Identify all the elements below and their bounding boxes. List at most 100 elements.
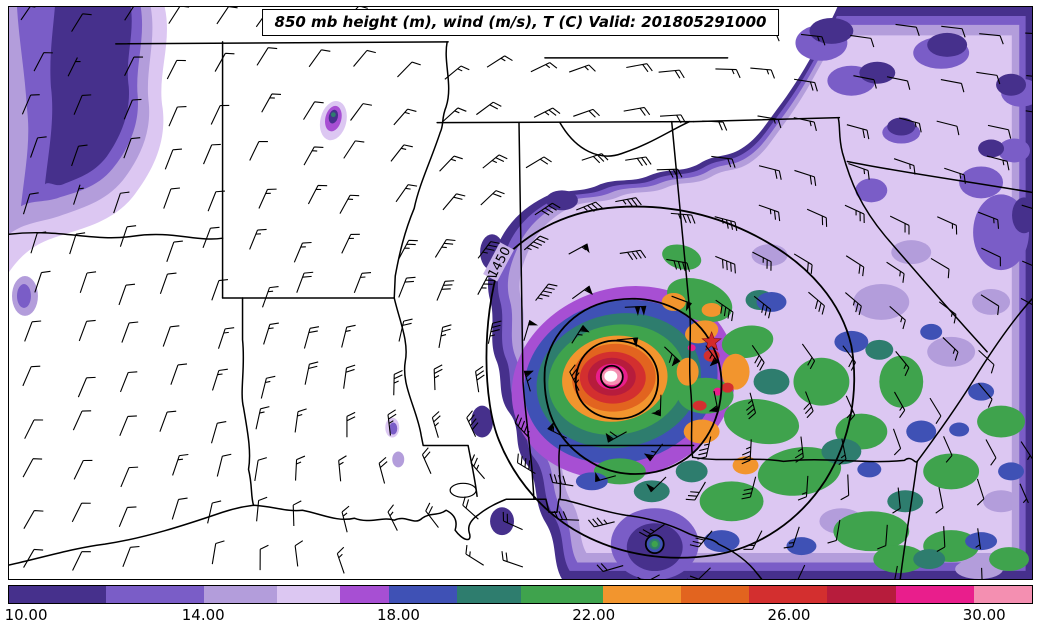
wind-barb [708, 390, 719, 413]
wind-barb [387, 504, 398, 531]
wind-barb [625, 156, 652, 167]
wind-barb [801, 343, 816, 370]
wind-barb [553, 510, 580, 521]
wind-barb [715, 299, 734, 322]
wind-barb [217, 327, 235, 349]
wind-barb [211, 540, 225, 565]
colorbar-segment [895, 586, 974, 603]
wind-barb [172, 453, 189, 476]
wind-barb [73, 94, 92, 115]
wind-barb [393, 108, 417, 126]
wind-barb [387, 409, 397, 436]
wind-barb [159, 272, 177, 294]
wind-barb [30, 136, 47, 158]
height-contours [485, 205, 856, 559]
wind-barb [67, 57, 81, 77]
wind-barb [846, 124, 870, 140]
wind-barb [751, 345, 765, 371]
colorbar-segment [457, 586, 521, 603]
wind-barb [845, 255, 865, 277]
wind-barb [263, 322, 279, 345]
wind-barb [978, 349, 995, 374]
wind-barb [216, 7, 238, 25]
wind-barb [943, 436, 953, 463]
wind-barb [466, 410, 479, 437]
wind-barb [889, 305, 906, 330]
wind-barb [535, 283, 558, 301]
wind-barb [261, 93, 282, 113]
wind-barb [34, 270, 51, 293]
wind-barb [595, 471, 616, 482]
wind-barb [1022, 260, 1032, 279]
wind-barb [666, 258, 691, 272]
wind-barb [941, 25, 966, 38]
colorbar-segment [388, 586, 458, 603]
wind-barb [124, 7, 146, 21]
wind-barb [482, 154, 508, 169]
wind-barb [689, 530, 713, 548]
wind-barb [975, 528, 982, 550]
wind-barb [341, 505, 350, 533]
wind-barb [741, 476, 757, 500]
wind-barb [159, 410, 177, 432]
wind-barb [477, 275, 497, 295]
wind-barb [986, 155, 1010, 171]
wind-barb [633, 574, 660, 579]
wind-barb [588, 517, 615, 528]
wind-barb [605, 431, 627, 443]
wind-barb [303, 101, 324, 120]
wind-barb [978, 382, 993, 408]
wind-barb [895, 351, 910, 377]
wind-barb [571, 324, 590, 344]
wind-barb [22, 192, 39, 215]
wind-barb [33, 52, 53, 72]
wind-barb [293, 241, 312, 263]
wind-barb [24, 320, 42, 342]
wind-barb [711, 155, 736, 168]
wind-barb [753, 295, 772, 319]
wind-barb [442, 193, 466, 211]
wind-barb [656, 168, 683, 178]
wind-barb [794, 436, 804, 463]
wind-barb [21, 94, 40, 115]
wind-barb [800, 33, 826, 46]
wind-barb [569, 364, 580, 391]
wind-barb [523, 319, 539, 341]
wind-barb [893, 158, 916, 175]
wind-barb [119, 415, 137, 437]
wind-barb [431, 411, 441, 438]
wind-barb [397, 61, 421, 78]
wind-barb [121, 321, 139, 343]
wind-barb [477, 241, 500, 259]
wind-barb [166, 240, 183, 262]
wind-barb [343, 364, 356, 389]
wind-barb [433, 364, 443, 391]
wind-barb [168, 106, 187, 127]
wind-barb [210, 421, 227, 444]
wind-barb [120, 466, 139, 488]
wind-barb [439, 155, 463, 172]
wind-barb [615, 197, 642, 207]
wind-barb [249, 228, 267, 250]
wind-barb [985, 439, 997, 466]
wind-barb [395, 184, 418, 203]
wind-barb [124, 56, 144, 77]
wind-barb [444, 65, 470, 80]
wind-barb [390, 144, 413, 162]
wind-barb [893, 391, 906, 418]
wind-barb [935, 487, 944, 514]
colorbar-segment [520, 586, 604, 603]
wind-barb [549, 473, 574, 487]
wind-barb [938, 301, 957, 324]
colorbar-segment [827, 586, 896, 603]
wind-barb [1020, 441, 1032, 461]
wind-barb [170, 363, 188, 385]
wind-barb [23, 548, 44, 568]
wind-barb [850, 34, 875, 48]
wind-barb [118, 283, 136, 306]
wind-barb [840, 474, 850, 501]
wind-barb [670, 212, 696, 224]
wind-barb [827, 519, 841, 544]
wind-barb [664, 346, 681, 367]
wind-barb [22, 458, 43, 478]
